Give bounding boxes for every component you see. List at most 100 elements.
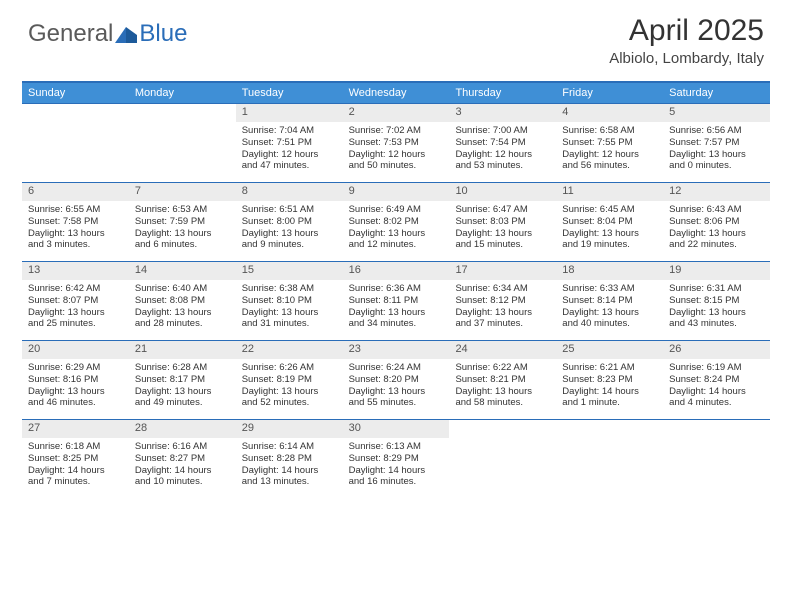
day-body: Sunrise: 6:42 AMSunset: 8:07 PMDaylight:… [22, 280, 129, 335]
day-body: Sunrise: 6:13 AMSunset: 8:29 PMDaylight:… [343, 438, 450, 493]
day-body: Sunrise: 6:47 AMSunset: 8:03 PMDaylight:… [449, 201, 556, 256]
day-number: 22 [236, 341, 343, 359]
sunset-text: Sunset: 7:51 PM [242, 137, 337, 149]
day-number: 26 [663, 341, 770, 359]
daylight-text: and 6 minutes. [135, 239, 230, 251]
day-cell: 1Sunrise: 7:04 AMSunset: 7:51 PMDaylight… [236, 104, 343, 182]
day-cell: 2Sunrise: 7:02 AMSunset: 7:53 PMDaylight… [343, 104, 450, 182]
day-cell [129, 104, 236, 182]
week-row: 27Sunrise: 6:18 AMSunset: 8:25 PMDayligh… [22, 419, 770, 498]
sunset-text: Sunset: 8:23 PM [562, 374, 657, 386]
sunset-text: Sunset: 8:02 PM [349, 216, 444, 228]
day-body: Sunrise: 6:36 AMSunset: 8:11 PMDaylight:… [343, 280, 450, 335]
daylight-text: and 7 minutes. [28, 476, 123, 488]
logo-text-general: General [28, 20, 113, 48]
day-number: 5 [663, 104, 770, 122]
day-number: 29 [236, 420, 343, 438]
daylight-text: and 34 minutes. [349, 318, 444, 330]
day-number: 9 [343, 183, 450, 201]
day-body: Sunrise: 6:28 AMSunset: 8:17 PMDaylight:… [129, 359, 236, 414]
daylight-text: Daylight: 13 hours [242, 386, 337, 398]
day-cell: 13Sunrise: 6:42 AMSunset: 8:07 PMDayligh… [22, 262, 129, 340]
sunset-text: Sunset: 7:58 PM [28, 216, 123, 228]
weekday-header: Monday [129, 83, 236, 103]
daylight-text: and 22 minutes. [669, 239, 764, 251]
day-cell: 23Sunrise: 6:24 AMSunset: 8:20 PMDayligh… [343, 341, 450, 419]
day-body: Sunrise: 6:31 AMSunset: 8:15 PMDaylight:… [663, 280, 770, 335]
day-cell: 7Sunrise: 6:53 AMSunset: 7:59 PMDaylight… [129, 183, 236, 261]
day-body: Sunrise: 6:26 AMSunset: 8:19 PMDaylight:… [236, 359, 343, 414]
daylight-text: and 37 minutes. [455, 318, 550, 330]
day-cell: 5Sunrise: 6:56 AMSunset: 7:57 PMDaylight… [663, 104, 770, 182]
daylight-text: Daylight: 13 hours [28, 228, 123, 240]
daylight-text: Daylight: 13 hours [28, 307, 123, 319]
day-body: Sunrise: 6:45 AMSunset: 8:04 PMDaylight:… [556, 201, 663, 256]
day-number: 4 [556, 104, 663, 122]
daylight-text: Daylight: 12 hours [455, 149, 550, 161]
daylight-text: and 31 minutes. [242, 318, 337, 330]
day-body: Sunrise: 6:29 AMSunset: 8:16 PMDaylight:… [22, 359, 129, 414]
sunrise-text: Sunrise: 6:33 AM [562, 283, 657, 295]
daylight-text: and 25 minutes. [28, 318, 123, 330]
sunrise-text: Sunrise: 6:36 AM [349, 283, 444, 295]
week-row: 6Sunrise: 6:55 AMSunset: 7:58 PMDaylight… [22, 182, 770, 261]
daylight-text: Daylight: 14 hours [135, 465, 230, 477]
sunset-text: Sunset: 8:28 PM [242, 453, 337, 465]
sunrise-text: Sunrise: 6:40 AM [135, 283, 230, 295]
day-body: Sunrise: 6:51 AMSunset: 8:00 PMDaylight:… [236, 201, 343, 256]
day-body: Sunrise: 6:49 AMSunset: 8:02 PMDaylight:… [343, 201, 450, 256]
sunset-text: Sunset: 8:24 PM [669, 374, 764, 386]
day-number: 21 [129, 341, 236, 359]
sunrise-text: Sunrise: 6:21 AM [562, 362, 657, 374]
day-number: 19 [663, 262, 770, 280]
weekday-header: Friday [556, 83, 663, 103]
day-body: Sunrise: 6:16 AMSunset: 8:27 PMDaylight:… [129, 438, 236, 493]
location: Albiolo, Lombardy, Italy [609, 50, 764, 67]
sunrise-text: Sunrise: 6:51 AM [242, 204, 337, 216]
sunset-text: Sunset: 8:06 PM [669, 216, 764, 228]
week-row: 13Sunrise: 6:42 AMSunset: 8:07 PMDayligh… [22, 261, 770, 340]
logo: General Blue [28, 20, 187, 48]
sunrise-text: Sunrise: 7:04 AM [242, 125, 337, 137]
title-block: April 2025 Albiolo, Lombardy, Italy [609, 14, 764, 67]
sunrise-text: Sunrise: 6:47 AM [455, 204, 550, 216]
day-body: Sunrise: 6:14 AMSunset: 8:28 PMDaylight:… [236, 438, 343, 493]
daylight-text: Daylight: 13 hours [669, 307, 764, 319]
sunrise-text: Sunrise: 6:19 AM [669, 362, 764, 374]
sunrise-text: Sunrise: 6:56 AM [669, 125, 764, 137]
sunset-text: Sunset: 7:59 PM [135, 216, 230, 228]
sunrise-text: Sunrise: 6:53 AM [135, 204, 230, 216]
day-body: Sunrise: 6:33 AMSunset: 8:14 PMDaylight:… [556, 280, 663, 335]
day-cell: 21Sunrise: 6:28 AMSunset: 8:17 PMDayligh… [129, 341, 236, 419]
daylight-text: and 43 minutes. [669, 318, 764, 330]
weekday-row: Sunday Monday Tuesday Wednesday Thursday… [22, 83, 770, 103]
day-cell: 24Sunrise: 6:22 AMSunset: 8:21 PMDayligh… [449, 341, 556, 419]
day-body: Sunrise: 6:40 AMSunset: 8:08 PMDaylight:… [129, 280, 236, 335]
daylight-text: and 53 minutes. [455, 160, 550, 172]
sunrise-text: Sunrise: 6:29 AM [28, 362, 123, 374]
day-cell [449, 420, 556, 498]
sunrise-text: Sunrise: 6:45 AM [562, 204, 657, 216]
day-cell: 11Sunrise: 6:45 AMSunset: 8:04 PMDayligh… [556, 183, 663, 261]
logo-text-blue: Blue [139, 20, 187, 48]
daylight-text: and 16 minutes. [349, 476, 444, 488]
day-cell: 10Sunrise: 6:47 AMSunset: 8:03 PMDayligh… [449, 183, 556, 261]
day-body: Sunrise: 7:00 AMSunset: 7:54 PMDaylight:… [449, 122, 556, 177]
sunrise-text: Sunrise: 6:13 AM [349, 441, 444, 453]
day-cell: 25Sunrise: 6:21 AMSunset: 8:23 PMDayligh… [556, 341, 663, 419]
daylight-text: and 12 minutes. [349, 239, 444, 251]
daylight-text: Daylight: 13 hours [349, 386, 444, 398]
sunrise-text: Sunrise: 6:18 AM [28, 441, 123, 453]
weeks-container: 1Sunrise: 7:04 AMSunset: 7:51 PMDaylight… [22, 103, 770, 498]
day-cell: 26Sunrise: 6:19 AMSunset: 8:24 PMDayligh… [663, 341, 770, 419]
day-body: Sunrise: 6:56 AMSunset: 7:57 PMDaylight:… [663, 122, 770, 177]
daylight-text: Daylight: 13 hours [562, 307, 657, 319]
day-body: Sunrise: 6:53 AMSunset: 7:59 PMDaylight:… [129, 201, 236, 256]
day-cell: 12Sunrise: 6:43 AMSunset: 8:06 PMDayligh… [663, 183, 770, 261]
daylight-text: Daylight: 13 hours [242, 307, 337, 319]
day-number: 27 [22, 420, 129, 438]
sunrise-text: Sunrise: 7:02 AM [349, 125, 444, 137]
daylight-text: Daylight: 14 hours [242, 465, 337, 477]
month-title: April 2025 [609, 14, 764, 48]
sunset-text: Sunset: 8:08 PM [135, 295, 230, 307]
